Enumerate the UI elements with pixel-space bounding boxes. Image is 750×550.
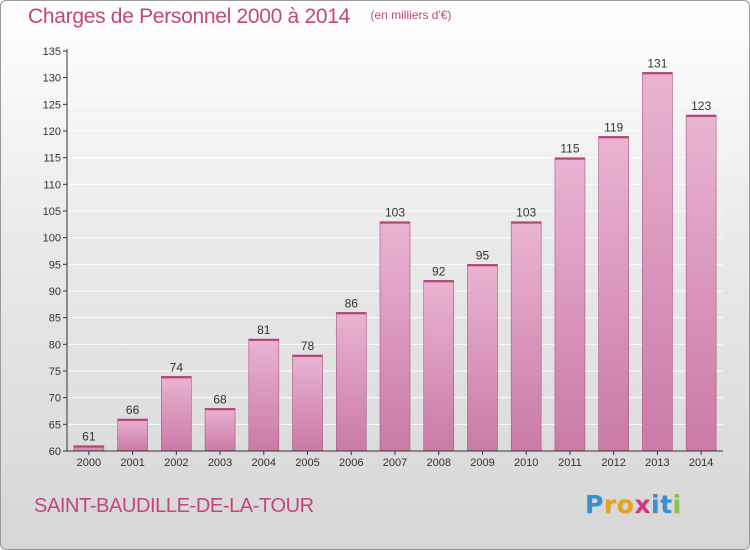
bar-2008 xyxy=(423,280,455,452)
bar-2009 xyxy=(467,264,498,452)
y-tick-label: 65 xyxy=(49,419,61,431)
bar-2007 xyxy=(379,221,411,452)
bar-2002 xyxy=(161,376,192,452)
bar-cap-2001 xyxy=(117,419,148,421)
data-label-2012: 119 xyxy=(604,120,623,134)
bar-cap-2007 xyxy=(380,221,410,224)
data-label-2009: 95 xyxy=(476,248,490,262)
bar-cap-2006 xyxy=(336,312,367,315)
bar-cap-2014 xyxy=(686,115,717,117)
y-tick-label: 105 xyxy=(43,206,61,218)
data-labels: 61 66 74 68 81 78 86 103 92 95 103 115 119 131 123 xyxy=(82,56,711,443)
x-tick-label-2008: 2008 xyxy=(426,457,450,469)
bar-2014 xyxy=(685,114,717,452)
bar-cap-2008 xyxy=(423,280,454,283)
bar-cap-2010 xyxy=(511,221,542,224)
axes: 60 65 70 75 80 85 90 95 100 105 110 115 120 125 130 135… xyxy=(43,46,723,469)
bar-cap-2005 xyxy=(292,355,323,357)
data-label-2003: 68 xyxy=(213,392,227,406)
data-label-2013: 131 xyxy=(647,56,667,70)
logo-letter: o xyxy=(616,490,635,519)
x-tick-label-2010: 2010 xyxy=(514,457,538,469)
commune-name: SAINT-BAUDILLE-DE-LA-TOUR xyxy=(34,495,314,517)
bar-2005 xyxy=(292,354,323,452)
logo-letter: x xyxy=(634,490,651,519)
bar-cap-2013 xyxy=(642,72,673,75)
bar-cap-2002 xyxy=(161,376,192,379)
y-tick-label: 110 xyxy=(43,179,61,191)
bar-2004 xyxy=(248,338,280,452)
y-tick-label: 90 xyxy=(49,286,61,298)
x-tick-label-2012: 2012 xyxy=(601,457,625,469)
bar-cap-2003 xyxy=(205,408,236,411)
x-tick-label-2009: 2009 xyxy=(470,457,494,469)
x-tick-label-2000: 2000 xyxy=(77,457,101,469)
y-tick-label: 95 xyxy=(49,259,61,271)
bar-2011 xyxy=(554,157,586,452)
x-tick-label-2003: 2003 xyxy=(208,457,232,469)
data-label-2008: 92 xyxy=(432,264,446,278)
bar-2006 xyxy=(335,312,367,452)
x-tick-label-2011: 2011 xyxy=(558,457,582,469)
logo-letter: i xyxy=(651,490,661,519)
bar-2001 xyxy=(117,418,148,452)
y-tick-label: 100 xyxy=(43,233,61,245)
bar-2003 xyxy=(204,408,236,452)
data-label-2000: 61 xyxy=(82,430,96,444)
chart-title: Charges de Personnel 2000 à 2014 xyxy=(28,5,350,28)
x-tick-label-2004: 2004 xyxy=(252,457,276,469)
y-tick-label: 70 xyxy=(49,393,61,405)
logo-letter: t xyxy=(660,490,673,519)
data-label-2014: 123 xyxy=(691,99,711,113)
bar-cap-2004 xyxy=(248,339,279,341)
y-tick-label: 135 xyxy=(43,46,61,58)
y-tick-label: 125 xyxy=(43,99,61,111)
bar-cap-2011 xyxy=(554,157,585,160)
logo-letter: i xyxy=(672,490,682,519)
data-label-2002: 74 xyxy=(170,360,184,374)
y-tick-label: 80 xyxy=(49,339,61,351)
bar-2013 xyxy=(642,72,673,452)
y-tick-label: 130 xyxy=(43,73,61,85)
x-tick-label-2002: 2002 xyxy=(164,457,188,469)
proxiti-logo[interactable]: Proxiti xyxy=(585,490,682,519)
y-tick-label: 75 xyxy=(49,366,61,378)
logo-letter: r xyxy=(603,490,617,519)
x-tick-label-2014: 2014 xyxy=(689,457,713,469)
x-tick-label-2005: 2005 xyxy=(295,457,319,469)
data-label-2001: 66 xyxy=(126,403,140,417)
data-label-2011: 115 xyxy=(560,142,579,156)
y-tick-label: 115 xyxy=(43,153,61,165)
data-label-2005: 78 xyxy=(301,339,315,353)
data-label-2006: 86 xyxy=(345,296,359,310)
data-label-2007: 103 xyxy=(385,206,405,220)
x-tick-label-2006: 2006 xyxy=(339,457,363,469)
x-tick-label-2007: 2007 xyxy=(383,457,407,469)
title-row: Charges de Personnel 2000 à 2014 (en mil… xyxy=(28,5,451,29)
y-tick-label: 120 xyxy=(43,126,61,138)
bar-cap-2009 xyxy=(467,264,498,267)
bars xyxy=(73,72,717,452)
y-tick-label: 85 xyxy=(49,313,61,325)
x-tick-label-2013: 2013 xyxy=(645,457,669,469)
data-label-2010: 103 xyxy=(516,206,536,220)
data-label-2004: 81 xyxy=(257,323,271,337)
bar-2012 xyxy=(598,136,629,452)
chart-subtitle: (en milliers d'€) xyxy=(370,8,452,22)
bar-2010 xyxy=(510,221,542,452)
bar-cap-2000 xyxy=(73,445,104,448)
logo-letter: P xyxy=(585,490,604,519)
y-tick-label: 60 xyxy=(49,446,61,458)
bar-cap-2012 xyxy=(598,136,629,139)
x-tick-label-2001: 2001 xyxy=(120,457,144,469)
